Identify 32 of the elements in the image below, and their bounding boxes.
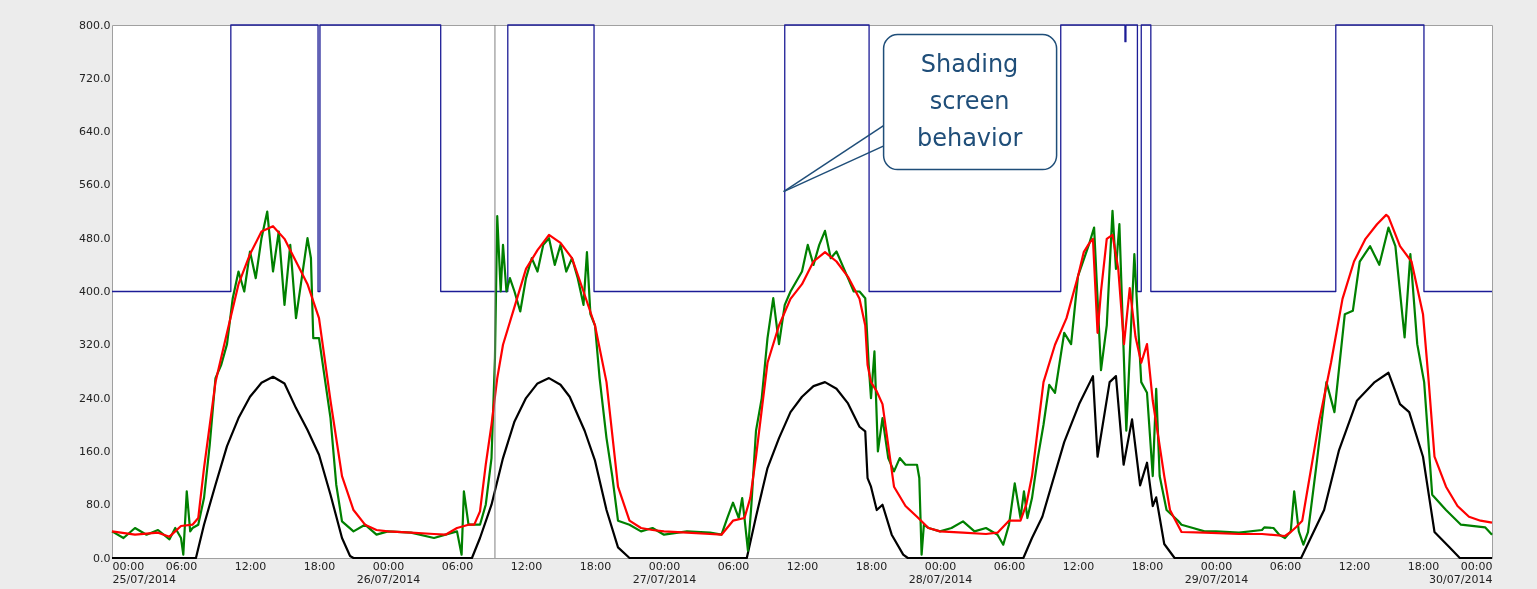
x-tick-label: 12:00	[234, 559, 267, 573]
x-tick-label: 18:00	[855, 559, 888, 573]
x-tick-label: 18:00	[1407, 559, 1440, 573]
line-series	[110, 371, 1494, 560]
x-tick-label: 12:00	[1062, 559, 1095, 573]
y-tick-label: 0.0	[93, 551, 111, 565]
y-tick-label: 560.0	[79, 178, 111, 192]
y-tick-label: 400.0	[79, 285, 111, 298]
y-tick-label: 640.0	[79, 125, 111, 139]
x-tick-label: 06:00	[993, 559, 1026, 573]
x-tick-label: 06:00	[165, 559, 198, 573]
y-tick-label: 240.0	[79, 391, 111, 405]
y-tick-label: 720.0	[79, 71, 111, 85]
y-tick-label: 80.0	[86, 498, 111, 512]
y-tick-label: 320.0	[79, 338, 111, 352]
y-tick-label: 480.0	[79, 231, 111, 245]
y-tick-label: 160.0	[79, 444, 111, 458]
x-tick-label: 12:00	[510, 559, 543, 573]
annotation: Shading screen behavior	[916, 49, 1023, 152]
x-tick-label: 12:00	[786, 559, 819, 573]
x-tick-label: 00:00 26/07/2014	[356, 559, 421, 586]
x-tick-label: 00:00 27/07/2014	[632, 559, 697, 586]
x-tick-label: 06:00	[717, 559, 750, 573]
x-tick-label: 18:00	[303, 559, 336, 573]
x-tick-label: 06:00	[441, 559, 474, 573]
x-tick-label: 12:00	[1338, 559, 1371, 573]
x-tick-label: 00:00 28/07/2014	[908, 559, 973, 586]
y-tick-label: 800.0	[79, 18, 111, 32]
x-tick-label: 18:00	[579, 559, 612, 573]
x-tick-label: 06:00	[1269, 559, 1302, 573]
x-tick-label: 18:00	[1131, 559, 1164, 573]
x-tick-label: 00:00 29/07/2014	[1184, 559, 1249, 586]
